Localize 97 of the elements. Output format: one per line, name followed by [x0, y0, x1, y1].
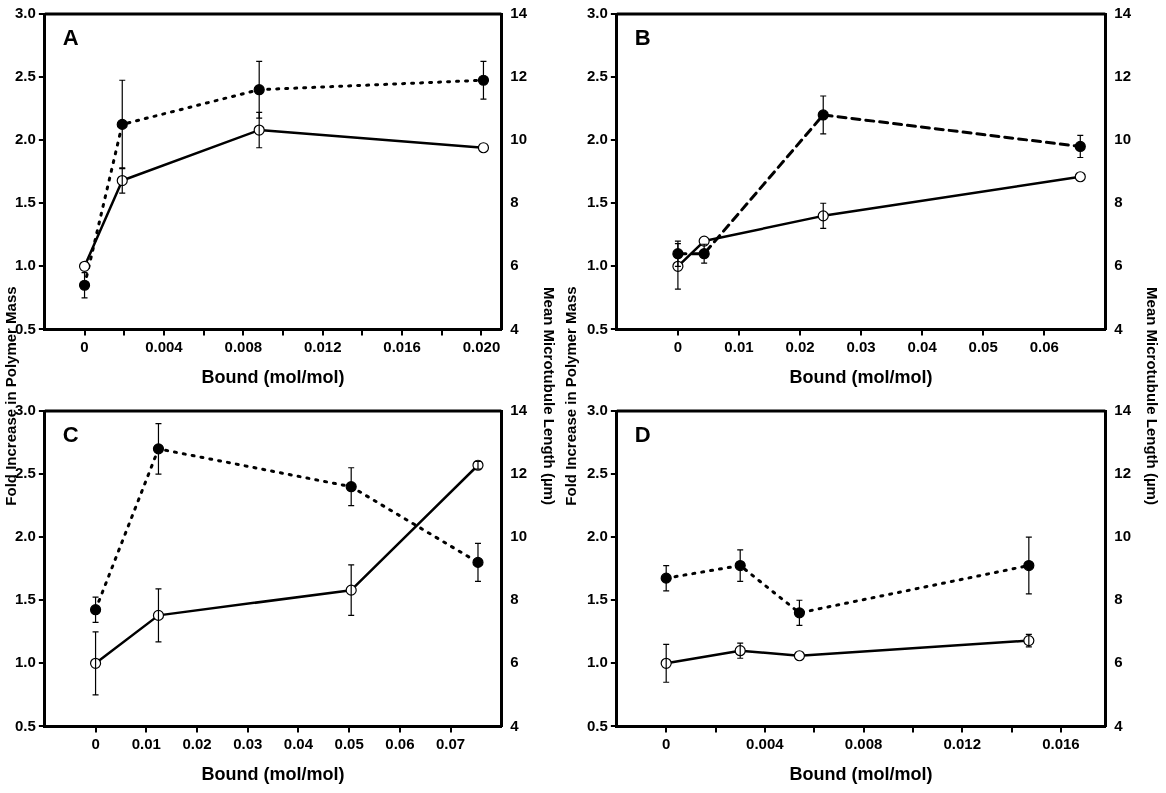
point — [1023, 559, 1035, 572]
x-tick-label: 0.004 — [746, 734, 785, 752]
y2-tick-label: 14 — [1114, 4, 1132, 22]
point — [345, 481, 357, 493]
y2-tick-label: 8 — [510, 193, 519, 211]
x-tick-label: 0.04 — [283, 734, 314, 752]
x-axis-title: Bound (mol/mol) — [789, 764, 933, 785]
y-tick-label: 2.5 — [586, 67, 608, 85]
y2-tick-label: 8 — [510, 590, 519, 608]
x-tick-label: 0.008 — [844, 734, 883, 752]
x-tick-label: 0 — [80, 337, 89, 355]
y2-tick-label: 8 — [1114, 193, 1123, 211]
y2-axis-title: Mean Microtubule Length (µm) — [1143, 287, 1161, 505]
point — [698, 235, 710, 247]
x-axis-title: Bound (mol/mol) — [789, 367, 933, 388]
y-tick-label: 0.5 — [586, 319, 608, 337]
y-tick-label: 0.5 — [14, 716, 36, 734]
annotation: B — [634, 25, 651, 51]
y-tick-label: 3.0 — [14, 4, 36, 22]
y-tick-label: 2.0 — [14, 527, 36, 545]
point — [477, 142, 490, 154]
y2-tick-label: 4 — [1114, 716, 1124, 734]
x-tick-label: 0.06 — [1029, 337, 1059, 355]
y-tick-label: 3.0 — [586, 4, 608, 22]
y-tick-label: 1.0 — [586, 653, 608, 671]
annotation: D — [634, 422, 651, 448]
x-tick-label: 0.004 — [145, 337, 184, 355]
y-tick-label: 1.0 — [14, 653, 36, 671]
y2-tick-label: 10 — [510, 527, 527, 545]
x-tick-label: 0.012 — [303, 337, 342, 355]
y-tick-label: 1.0 — [14, 256, 36, 274]
point — [1074, 171, 1086, 183]
x-tick-label: 0.05 — [968, 337, 998, 355]
y2-tick-label: 12 — [1114, 67, 1131, 85]
y-tick-label: 2.0 — [586, 527, 608, 545]
y2-tick-label: 4 — [1114, 319, 1124, 337]
y2-tick-label: 4 — [510, 319, 520, 337]
x-tick-label: 0.07 — [436, 734, 466, 752]
y2-tick-label: 6 — [1114, 256, 1123, 274]
y2-tick-label: 14 — [1114, 401, 1132, 419]
point — [698, 248, 710, 260]
x-axis-title: Bound (mol/mol) — [201, 764, 345, 785]
x-tick-label: 0.020 — [462, 337, 501, 355]
y2-tick-label: 10 — [1114, 130, 1131, 148]
point — [253, 84, 265, 96]
y-tick-label: 1.5 — [14, 193, 36, 211]
point — [78, 260, 91, 272]
y-tick-label: 2.5 — [586, 464, 608, 482]
y2-tick-label: 12 — [1114, 464, 1131, 482]
y-tick-label: 1.5 — [586, 193, 608, 211]
y2-tick-label: 14 — [510, 401, 528, 419]
y2-tick-label: 10 — [510, 130, 527, 148]
y-tick-label: 0.5 — [586, 716, 608, 734]
x-tick-label: 0.03 — [846, 337, 876, 355]
annotation: A — [62, 25, 79, 51]
x-tick-label: 0.016 — [383, 337, 421, 355]
x-tick-label: 0.01 — [131, 734, 161, 752]
y2-tick-label: 10 — [1114, 527, 1131, 545]
point — [152, 443, 165, 455]
y2-tick-label: 12 — [510, 67, 527, 85]
y-tick-label: 1.5 — [14, 590, 36, 608]
y-tick-label: 3.0 — [586, 401, 608, 419]
y2-tick-label: 6 — [510, 256, 519, 274]
x-tick-label: 0.02 — [785, 337, 815, 355]
y-axis-title: Fold Increase in Polymer Mass — [561, 286, 579, 506]
y2-tick-label: 14 — [510, 4, 528, 22]
y2-tick-label: 8 — [1114, 590, 1123, 608]
x-tick-label: 0.012 — [943, 734, 981, 752]
x-tick-label: 0.02 — [182, 734, 212, 752]
point — [734, 559, 746, 572]
point — [793, 607, 806, 619]
x-axis-title: Bound (mol/mol) — [201, 367, 345, 388]
point — [116, 118, 128, 130]
y2-tick-label: 6 — [510, 653, 519, 671]
y2-tick-label: 12 — [510, 464, 527, 482]
y-tick-label: 2.0 — [14, 130, 36, 148]
point — [1074, 140, 1086, 153]
x-tick-label: 0.008 — [224, 337, 263, 355]
y2-tick-label: 4 — [510, 716, 520, 734]
y-tick-label: 2.0 — [586, 130, 608, 148]
x-tick-label: 0 — [91, 734, 100, 752]
x-tick-label: 0.03 — [233, 734, 263, 752]
x-tick-label: 0.05 — [334, 734, 364, 752]
x-tick-label: 0 — [662, 734, 671, 752]
x-tick-label: 0.04 — [907, 337, 938, 355]
y2-axis-title: Mean Microtubule Length (µm) — [540, 287, 558, 505]
y-tick-label: 1.0 — [586, 256, 608, 274]
annotation: C — [62, 422, 79, 448]
x-tick-label: 0 — [673, 337, 683, 355]
y2-tick-label: 6 — [1114, 653, 1123, 671]
point — [89, 604, 102, 616]
y-tick-label: 2.5 — [14, 67, 36, 85]
x-tick-label: 0.01 — [724, 337, 754, 355]
point — [78, 279, 91, 291]
x-tick-label: 0.06 — [385, 734, 415, 752]
x-tick-label: 0.016 — [1042, 734, 1080, 752]
y-tick-label: 1.5 — [586, 590, 608, 608]
